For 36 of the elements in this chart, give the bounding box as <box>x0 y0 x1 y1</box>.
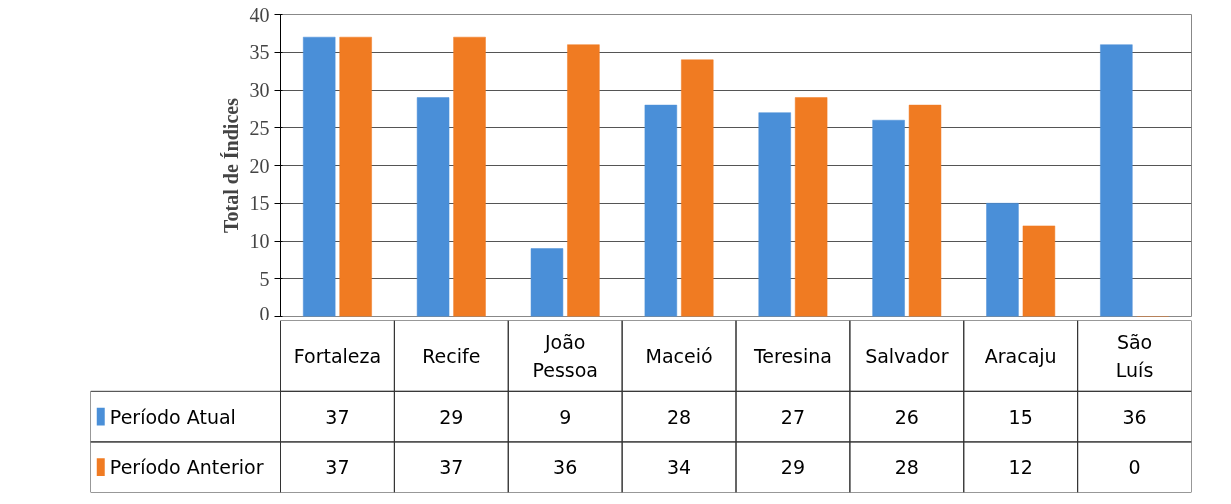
data-label: 34 <box>666 456 692 479</box>
data-label: 27 <box>780 405 806 428</box>
legend-label: Período Anterior <box>109 456 264 479</box>
data-label: 12 <box>1008 456 1033 479</box>
data-label: 28 <box>894 456 919 479</box>
y-tick-label: 35 <box>249 41 270 64</box>
x-tick-label: Salvador <box>865 344 949 367</box>
data-label: 29 <box>780 456 806 479</box>
y-tick-label: 15 <box>249 192 270 215</box>
x-tick-label: Aracaju <box>984 344 1057 367</box>
x-tick-label: Maceió <box>645 344 713 367</box>
y-tick-label: 20 <box>249 154 270 177</box>
data-label: 9 <box>559 405 572 428</box>
x-tick-label: São Luís <box>1115 330 1154 382</box>
data-label: 36 <box>553 456 578 479</box>
data-label: 28 <box>666 405 692 428</box>
data-label: 26 <box>894 405 919 428</box>
data-label: 0 <box>1128 456 1141 479</box>
y-axis-title: Total de Índices <box>219 97 242 233</box>
x-tick-label: Recife <box>422 344 481 367</box>
data-label: 29 <box>439 405 464 428</box>
data-label: 37 <box>325 405 350 428</box>
y-tick-label: 30 <box>249 79 270 101</box>
y-tick-label: 5 <box>259 267 270 290</box>
y-tick-label: 0 <box>259 302 270 325</box>
y-tick-label: 25 <box>249 116 270 139</box>
y-tick-label: 40 <box>249 3 270 26</box>
y-tick-label: 10 <box>249 230 270 252</box>
data-label: 37 <box>325 456 350 479</box>
data-label: 37 <box>439 456 464 479</box>
data-label: 15 <box>1008 405 1033 428</box>
x-tick-label: João Pessoa <box>532 330 598 382</box>
x-tick-label: Fortaleza <box>293 344 382 367</box>
data-label: 36 <box>1122 405 1147 428</box>
x-tick-label: Teresina <box>752 344 832 367</box>
legend-label: Período Atual <box>109 405 236 428</box>
